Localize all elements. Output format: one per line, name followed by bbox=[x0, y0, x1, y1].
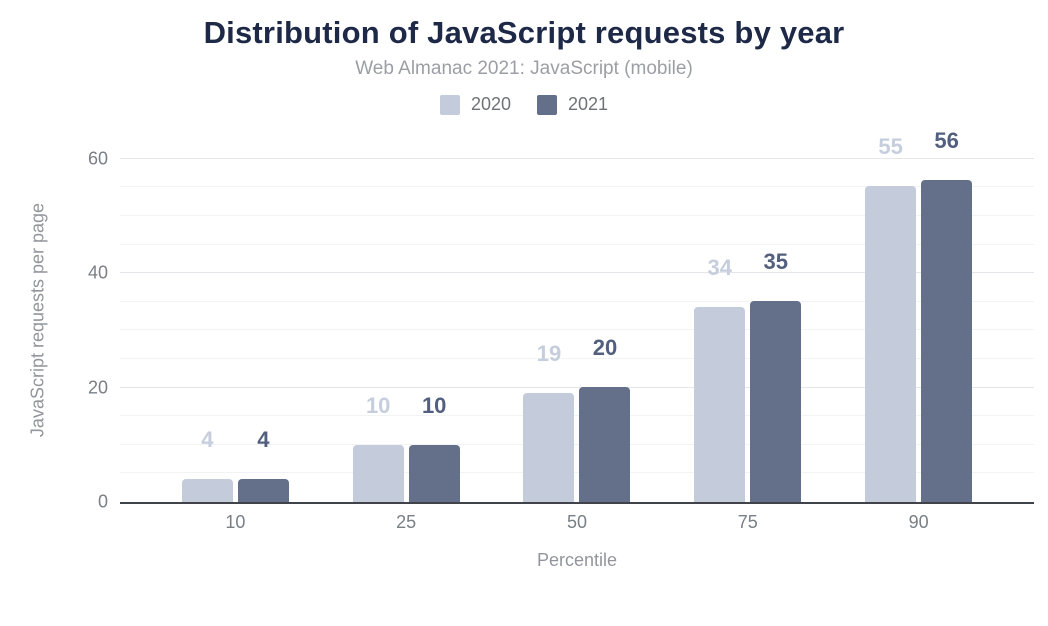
chart-title: Distribution of JavaScript requests by y… bbox=[203, 15, 845, 50]
bar-groups: 4 4 10 10 19 20 34 35 55 56 bbox=[120, 130, 1034, 502]
bar-value-label: 34 bbox=[707, 254, 733, 280]
bar-col-2021-p75: 35 bbox=[750, 248, 802, 502]
legend-swatch-2020 bbox=[439, 94, 460, 115]
bar-col-2021-p50: 20 bbox=[579, 335, 631, 502]
x-axis-tick-label: 90 bbox=[908, 512, 929, 532]
bar-2020-p90[interactable] bbox=[865, 185, 917, 502]
gridline-minor bbox=[120, 300, 1034, 302]
bar-value-label: 56 bbox=[934, 128, 959, 153]
bar-value-label: 10 bbox=[421, 392, 447, 418]
x-axis-tick-label: 75 bbox=[737, 512, 758, 532]
bar-col-2020-p75: 34 bbox=[694, 254, 746, 502]
bar-2021-p25[interactable] bbox=[408, 444, 460, 502]
gridline-minor bbox=[120, 358, 1034, 360]
gridline-minor bbox=[120, 186, 1034, 188]
chart-area: JavaScript requests per page 0 20 40 60 4 4 10… bbox=[28, 130, 1034, 571]
x-axis-tick-label: 50 bbox=[566, 512, 587, 532]
x-axis-title: Percentile bbox=[536, 550, 618, 570]
bar-col-2021-p10: 4 bbox=[237, 427, 289, 502]
bar-value-label: 55 bbox=[878, 133, 903, 159]
bar-value-label: 10 bbox=[365, 392, 391, 418]
bar-group-p25: 10 10 bbox=[321, 392, 492, 502]
gridline-minor bbox=[120, 415, 1034, 417]
gridline-minor bbox=[120, 329, 1034, 331]
bar-col-2020-p50: 19 bbox=[523, 340, 575, 502]
y-axis-tick-label: 0 bbox=[97, 491, 108, 512]
bar-value-label: 4 bbox=[201, 427, 214, 452]
x-axis-tick-label: 25 bbox=[396, 512, 417, 532]
y-axis-tick-label: 20 bbox=[87, 377, 108, 398]
bar-col-2021-p90: 56 bbox=[921, 128, 973, 502]
gridline-minor bbox=[120, 215, 1034, 217]
y-axis-title: JavaScript requests per page bbox=[27, 202, 48, 438]
bar-col-2020-p90: 55 bbox=[865, 133, 917, 502]
y-axis-tick-label: 60 bbox=[87, 148, 108, 169]
bar-group-p75: 34 35 bbox=[662, 248, 833, 502]
bar-2020-p75[interactable] bbox=[694, 306, 746, 502]
bar-value-label: 35 bbox=[763, 248, 789, 274]
legend-item-2020: 2020 bbox=[439, 94, 511, 115]
legend: 2020 2021 bbox=[0, 94, 1048, 115]
bar-2020-p25[interactable] bbox=[352, 444, 404, 502]
bar-col-2020-p10: 4 bbox=[181, 427, 233, 502]
bar-2021-p75[interactable] bbox=[750, 300, 802, 502]
bar-col-2021-p25: 10 bbox=[408, 392, 460, 502]
bar-2021-p90[interactable] bbox=[921, 180, 973, 502]
bar-2020-p10[interactable] bbox=[181, 479, 233, 502]
gridline-major bbox=[120, 157, 1034, 159]
bar-2020-p50[interactable] bbox=[523, 392, 575, 502]
gridline-minor bbox=[120, 472, 1034, 474]
gridline-minor bbox=[120, 243, 1034, 245]
chart-subtitle: Web Almanac 2021: JavaScript (mobile) bbox=[355, 58, 693, 79]
legend-item-2021: 2021 bbox=[537, 94, 608, 115]
legend-label: 2020 bbox=[470, 94, 511, 114]
gridline-minor bbox=[120, 443, 1034, 445]
plot-area: 0 20 40 60 4 4 10 10 19 20 34 35 55 56 bbox=[88, 130, 1034, 512]
legend-label: 2021 bbox=[568, 94, 609, 114]
x-axis-tick-labels: 10 25 50 75 90 bbox=[120, 512, 1034, 533]
bar-group-p90: 55 56 bbox=[833, 130, 1004, 502]
x-axis-tick-label: 10 bbox=[225, 512, 246, 532]
bar-value-label: 20 bbox=[592, 335, 618, 360]
gridline-major bbox=[120, 386, 1034, 388]
gridline-major bbox=[120, 272, 1034, 274]
y-axis-tick-label: 40 bbox=[87, 262, 108, 283]
bar-value-label: 19 bbox=[536, 340, 562, 366]
bar-value-label: 4 bbox=[257, 427, 270, 452]
bar-2021-p50[interactable] bbox=[579, 387, 631, 502]
bar-2021-p10[interactable] bbox=[237, 479, 289, 502]
bar-col-2020-p25: 10 bbox=[352, 392, 404, 502]
bar-group-p50: 19 20 bbox=[492, 337, 663, 502]
legend-swatch-2021 bbox=[537, 94, 557, 115]
